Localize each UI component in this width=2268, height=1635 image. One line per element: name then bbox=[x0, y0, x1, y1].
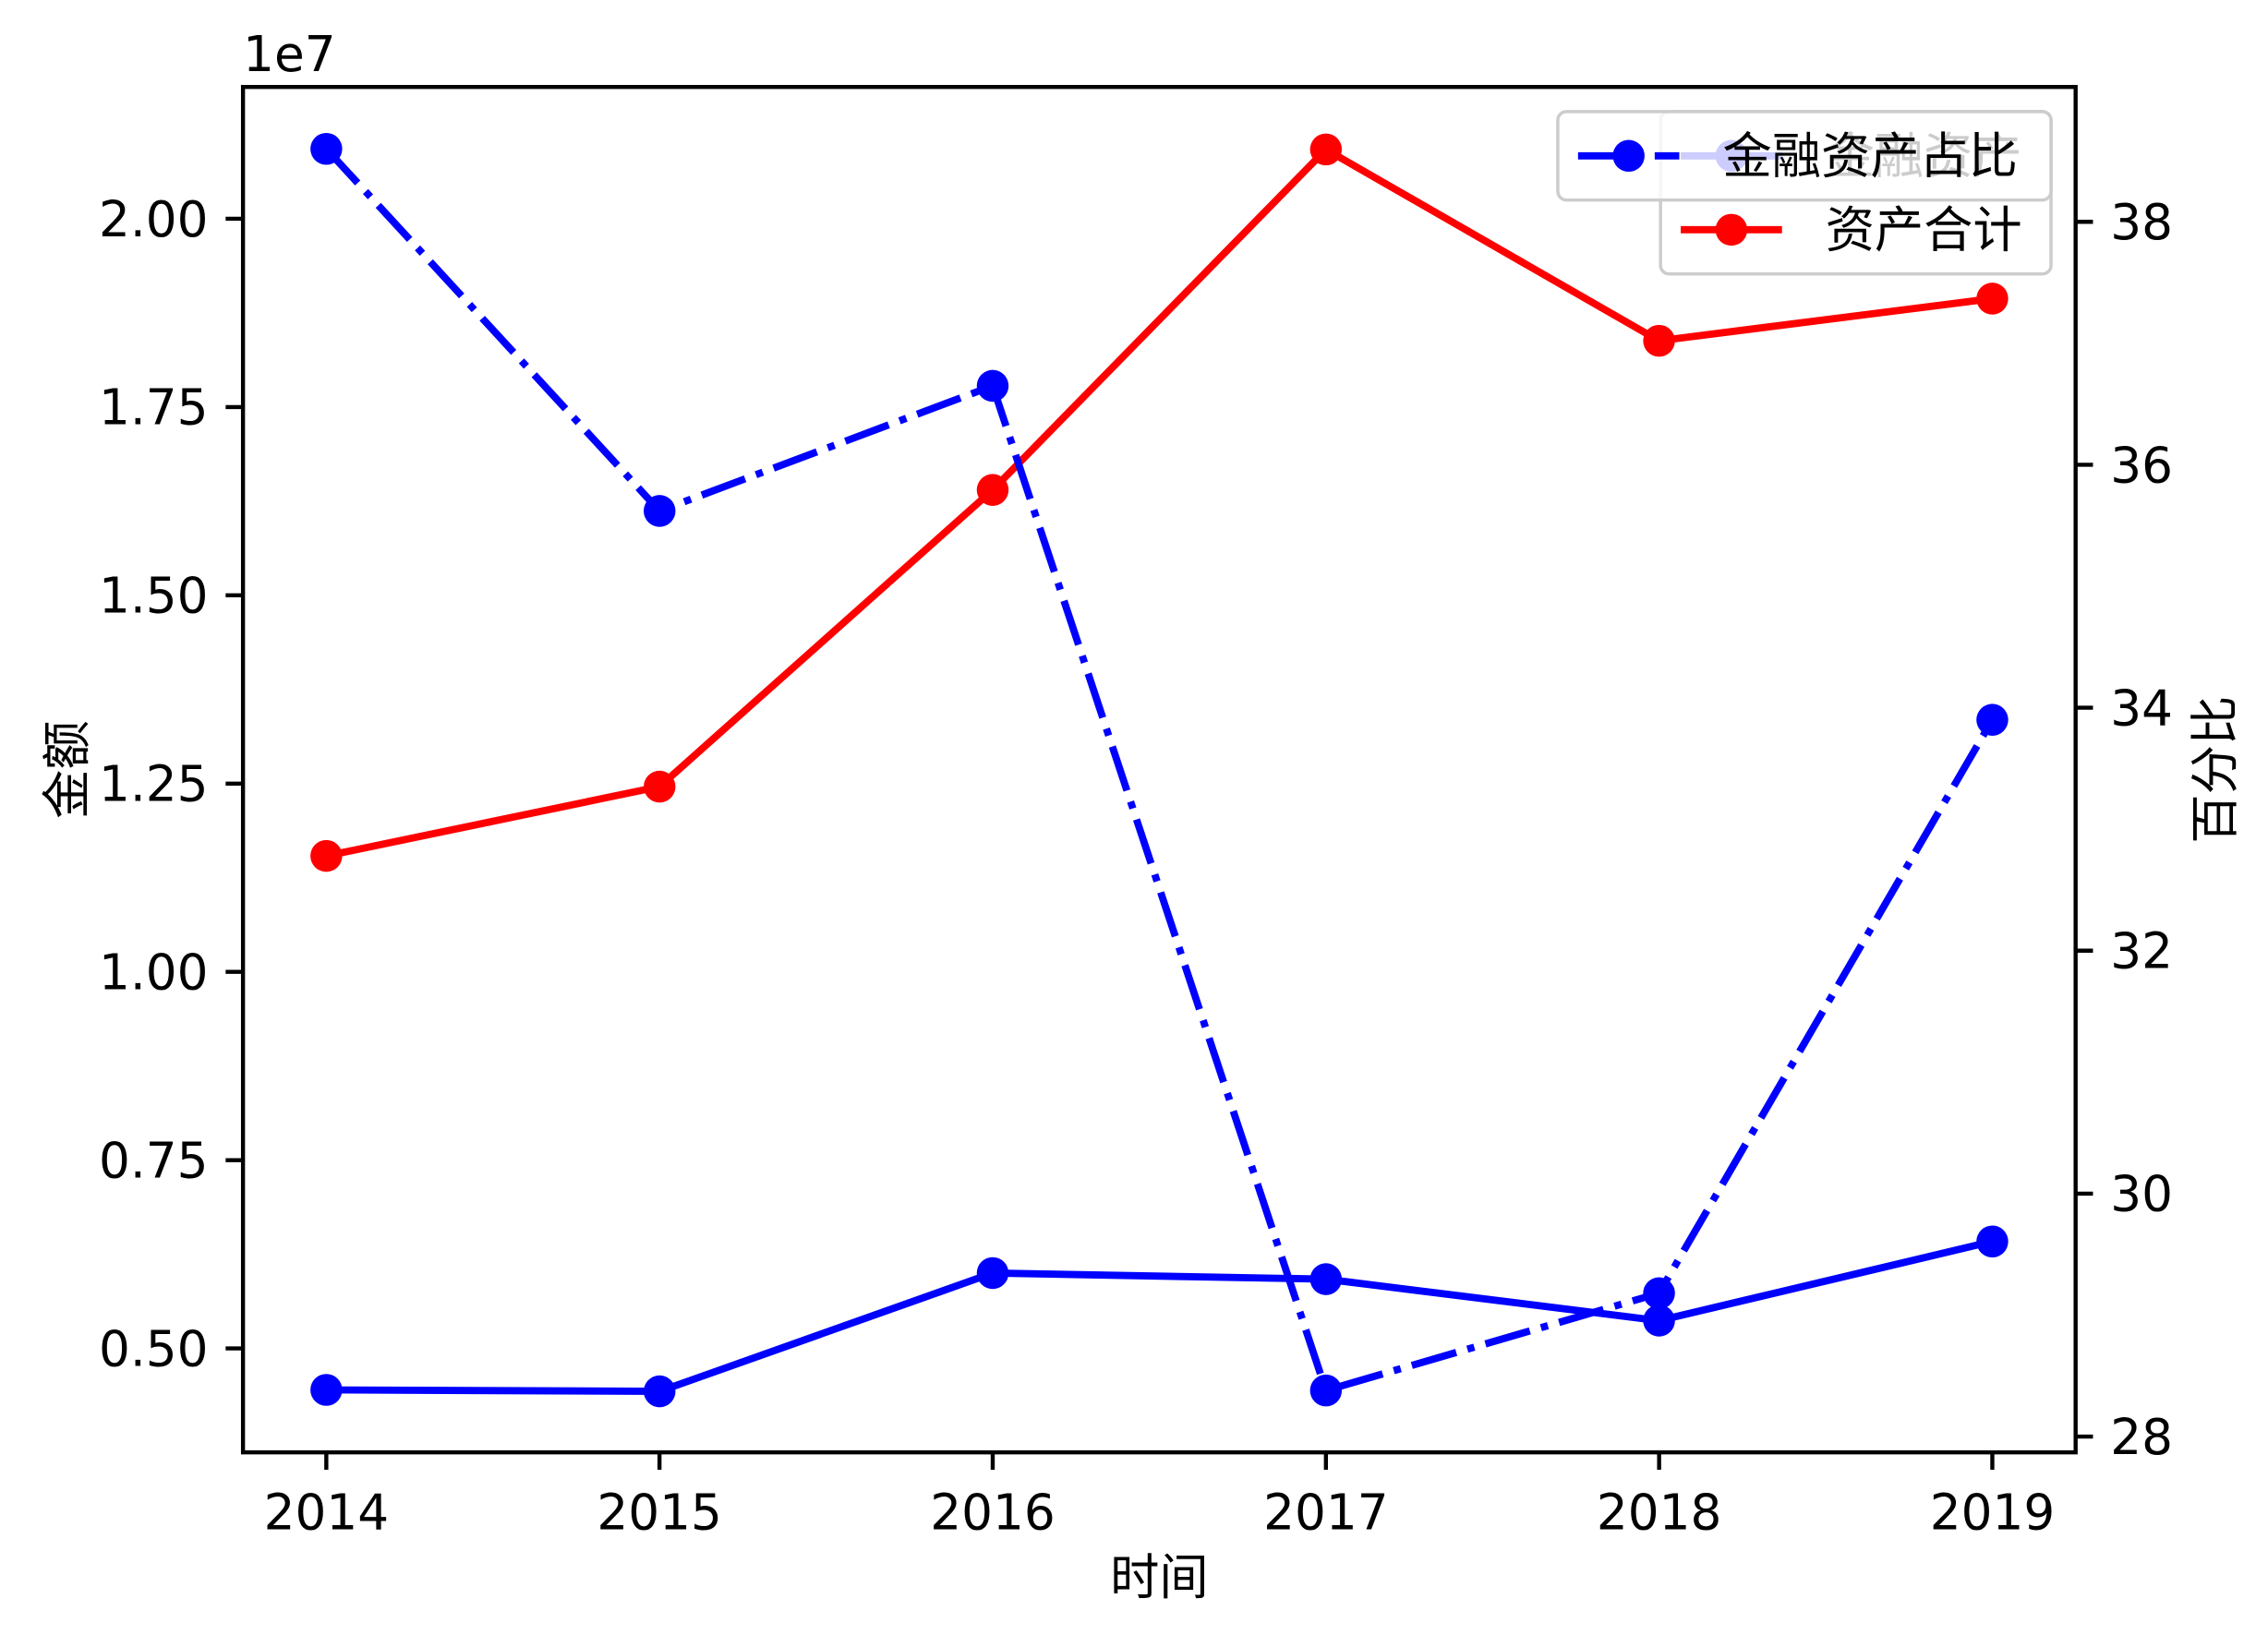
series-2-point-2014 bbox=[310, 132, 343, 165]
x-axis-label: 时间 bbox=[1110, 1549, 1208, 1606]
x-axis-ticks: 2014 2015 2016 2017 2018 2019 bbox=[264, 1452, 2055, 1541]
series-2-point-2015 bbox=[644, 495, 676, 527]
series-2 bbox=[310, 132, 2009, 1407]
y-tick-label-right: 38 bbox=[2110, 194, 2173, 251]
series-1-point-2019 bbox=[1976, 283, 2009, 315]
series-1-point-2015 bbox=[644, 770, 676, 803]
y-tick-label-left: 2.00 bbox=[99, 191, 209, 248]
series-0-line bbox=[326, 1237, 1994, 1396]
y-axis-label-right: 百分比 bbox=[2187, 696, 2244, 844]
series-0-point-2018 bbox=[1643, 1304, 1675, 1337]
y-tick-label-right: 32 bbox=[2110, 923, 2173, 980]
y-axis-ticks-right: 28 30 32 34 36 38 bbox=[2075, 194, 2173, 1466]
series-2-point-2018 bbox=[1643, 1277, 1675, 1310]
x-tick-label: 2018 bbox=[1597, 1484, 1721, 1541]
legend-entry-1: 资产合计 bbox=[1681, 202, 2022, 259]
series-2-point-2017 bbox=[1309, 1374, 1343, 1407]
series-1-line bbox=[325, 145, 1993, 860]
series-1-point-2014 bbox=[310, 839, 343, 872]
y-tick-label-left: 1.00 bbox=[99, 944, 209, 1002]
x-tick-label: 2017 bbox=[1263, 1484, 1388, 1541]
left-axis-series-layer bbox=[310, 133, 2009, 1408]
series-0-point-2019 bbox=[1976, 1225, 2009, 1258]
x-tick-label: 2014 bbox=[264, 1484, 389, 1541]
y-tick-label-left: 1.75 bbox=[99, 379, 209, 437]
series-2-point-2016 bbox=[976, 369, 1009, 403]
series-2-point-2019 bbox=[1976, 703, 2009, 736]
series-1 bbox=[310, 133, 2009, 872]
y-axis-label-left: 金额 bbox=[39, 720, 96, 819]
y-tick-label-right: 28 bbox=[2110, 1409, 2173, 1466]
y-axis-ticks-left: 0.50 0.75 1.00 1.25 1.50 1.75 2.00 bbox=[99, 191, 244, 1377]
legend-frame bbox=[1556, 110, 2053, 202]
legend-entry-2: 金融资产占比 bbox=[1577, 128, 2018, 186]
series-0-point-2014 bbox=[310, 1374, 343, 1406]
legend-handle-marker bbox=[1715, 213, 1748, 246]
axes-frame bbox=[240, 85, 2078, 1455]
legend-right-axis: 金融资产占比 bbox=[1556, 110, 2053, 202]
y-tick-label-right: 30 bbox=[2110, 1166, 2173, 1223]
legend-handle-marker bbox=[1612, 139, 1645, 173]
y-tick-label-left: 0.50 bbox=[99, 1320, 209, 1377]
right-axis-series-layer bbox=[310, 132, 2009, 1407]
x-tick-label: 2019 bbox=[1930, 1484, 2055, 1541]
series-0 bbox=[310, 1225, 2009, 1408]
y-tick-label-right: 34 bbox=[2110, 679, 2173, 737]
series-0-point-2016 bbox=[976, 1256, 1009, 1290]
legend-label: 资产合计 bbox=[1826, 202, 2022, 259]
x-tick-label: 2015 bbox=[597, 1484, 721, 1541]
series-1-point-2018 bbox=[1643, 324, 1675, 357]
series-2-line bbox=[323, 146, 1996, 1395]
legend-label: 金融资产占比 bbox=[1722, 128, 2017, 186]
series-0-point-2017 bbox=[1309, 1263, 1343, 1295]
x-tick-label: 2016 bbox=[930, 1484, 1055, 1541]
y-tick-label-left: 1.50 bbox=[99, 568, 209, 625]
y-tick-label-right: 36 bbox=[2110, 437, 2173, 494]
y-offset-text: 1e7 bbox=[243, 26, 335, 83]
series-0-point-2015 bbox=[644, 1375, 676, 1408]
series-1-point-2017 bbox=[1309, 133, 1343, 166]
y-tick-label-left: 1.25 bbox=[99, 756, 209, 813]
y-tick-label-left: 0.75 bbox=[99, 1132, 209, 1189]
series-1-point-2016 bbox=[976, 474, 1009, 506]
